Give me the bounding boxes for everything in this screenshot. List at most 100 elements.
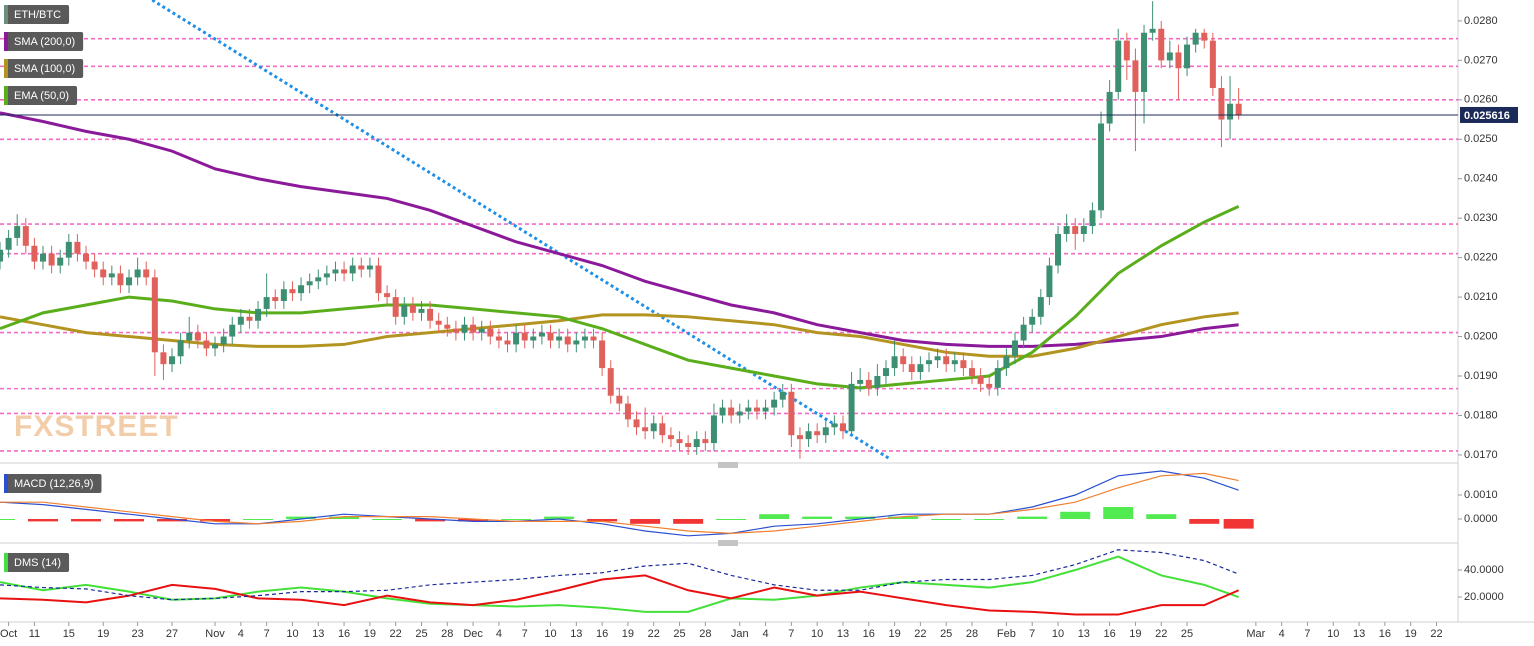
candle-body [1218,87,1225,120]
candle-body [891,356,898,369]
candle-body [814,431,821,436]
candle-body [788,391,795,436]
panel [0,470,1254,537]
x-tick-label: 7 [1029,628,1035,640]
candle-body [1192,32,1199,45]
y-tick-label: 40.0000 [1464,564,1504,576]
x-tick-label: 25 [1181,628,1193,640]
histogram-bar [1223,518,1254,529]
x-tick-label: 7 [264,628,270,640]
candle-body [1046,265,1053,298]
candle-body [581,336,588,341]
candle-body [831,423,838,428]
candle-body [538,332,545,337]
histogram-bar [1103,506,1134,519]
x-tick-label: 10 [544,628,556,640]
candle-body [693,439,700,448]
candle-body [255,308,262,321]
candle-body [573,340,580,345]
candle-body [839,423,846,432]
legend-item: ETH/BTC [4,5,70,24]
histogram-bar [673,518,704,524]
candle-body [925,360,932,365]
resize-grip[interactable] [718,540,738,546]
x-tick-label: 13 [570,628,582,640]
histogram-bar [716,518,747,520]
candle-body [237,316,244,325]
histogram-bar [415,518,446,522]
histogram-bar [157,518,188,522]
candle-body [1141,32,1148,92]
histogram-bar [501,518,532,520]
candle-body [960,360,967,369]
candle-body [934,356,941,361]
x-tick-label: 25 [673,628,685,640]
x-tick-label: 16 [1379,628,1391,640]
histogram-bar [286,516,317,519]
candle-body [917,364,924,373]
candle-body [323,273,330,278]
candle-body [186,332,193,341]
x-tick-label: 28 [441,628,453,640]
candle-body [1175,52,1182,69]
x-tick-label: 13 [1078,628,1090,640]
candle-body [212,344,219,349]
x-tick-label: 25 [940,628,952,640]
x-tick-label: 16 [596,628,608,640]
candle-body [1149,28,1156,33]
x-tick-label: 22 [648,628,660,640]
trendline [151,0,890,460]
histogram-bar [372,518,403,520]
x-tick-label: 15 [63,628,75,640]
candle-body [908,364,915,373]
histogram-bar [974,518,1005,520]
candle-body [865,379,872,388]
candle-body [1166,52,1173,61]
candle-body [805,431,812,440]
candle-body [728,407,735,416]
y-tick-label: 0.0200 [1464,330,1498,342]
x-tick-label: 16 [338,628,350,640]
y-tick-label: 0.0180 [1464,409,1498,421]
candle-body [633,419,640,428]
y-tick-label: 0.0260 [1464,94,1498,106]
histogram-bar [544,516,575,519]
histogram-bar [458,518,489,522]
candle-body [435,320,442,325]
legend-box [4,32,84,51]
legend-swatch [4,474,8,493]
x-tick-label: 10 [1327,628,1339,640]
candle-body [349,265,356,274]
candle-body [994,368,1001,388]
x-tick-label: 19 [97,628,109,640]
histogram-bar [114,518,145,522]
candle-body [332,269,339,274]
y-tick-label: 0.0190 [1464,370,1498,382]
candle-body [1020,324,1027,341]
candle-body [203,340,210,349]
candle-body [169,356,176,365]
candle-body [100,269,107,278]
x-tick-label: 4 [496,628,502,640]
x-tick-label: 10 [286,628,298,640]
candle-body [702,439,709,444]
x-tick-label: 4 [1279,628,1285,640]
candle-body [108,273,115,278]
legend-label: SMA (100,0) [14,63,75,75]
indicator-line [0,470,1239,537]
histogram-bar [28,518,59,522]
legend-label: SMA (200,0) [14,36,75,48]
y-tick-label: 0.0250 [1464,133,1498,145]
indicator-line [0,472,1239,535]
resize-grip[interactable] [718,462,738,468]
candle-body [1029,316,1036,325]
x-tick-label: 4 [238,628,244,640]
candle-body [143,269,150,278]
x-tick-label: 27 [166,628,178,640]
x-tick-label: 7 [522,628,528,640]
histogram-bar [329,516,360,519]
candle-body [0,249,3,262]
x-tick-label: 19 [1129,628,1141,640]
candle-body [220,336,227,345]
